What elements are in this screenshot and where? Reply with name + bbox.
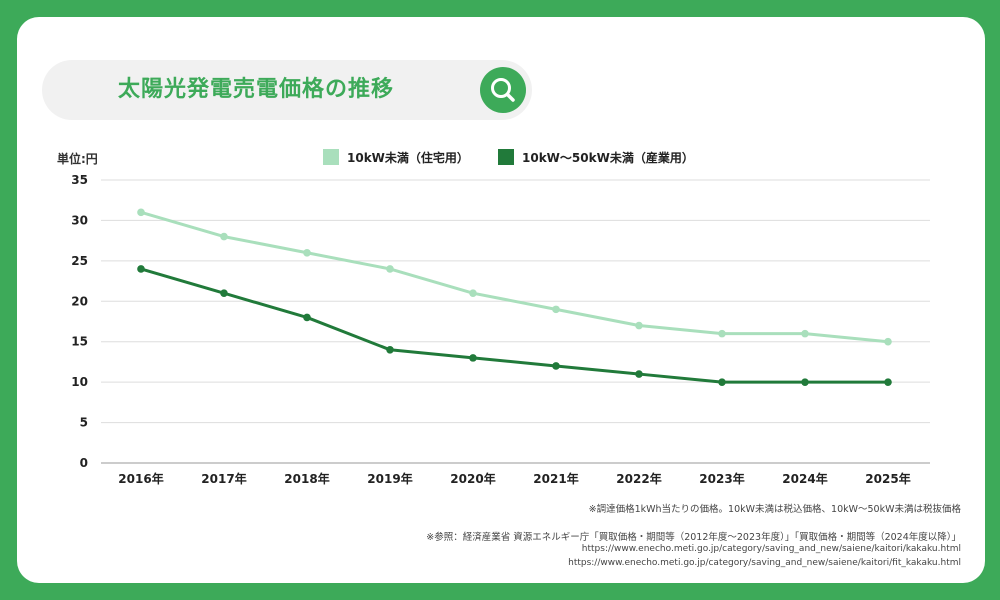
data-point-residential — [552, 305, 560, 314]
legend-item-industrial: 10kW〜50kW未満（産業用） — [498, 147, 694, 167]
chart-card: 太陽光発電売電価格の推移 単位:円 10kW未満（住宅用） 10kW〜50kW未… — [17, 17, 985, 583]
source-note: ※参照：経済産業省 資源エネルギー庁「買取価格・期間等（2012年度〜2023年… — [426, 532, 961, 543]
x-tick-label: 2017年 — [201, 471, 246, 486]
x-tick-label: 2020年 — [450, 471, 495, 486]
data-point-residential — [386, 265, 394, 273]
y-tick-label: 30 — [71, 213, 88, 227]
x-tick-label: 2024年 — [782, 471, 827, 486]
data-point-industrial — [635, 370, 643, 378]
legend-label-industrial: 10kW〜50kW未満（産業用） — [522, 150, 694, 165]
y-tick-label: 10 — [71, 375, 88, 389]
data-point-industrial — [386, 346, 394, 354]
data-point-industrial — [884, 378, 892, 386]
search-button[interactable] — [480, 67, 526, 113]
title-bar: 太陽光発電売電価格の推移 — [42, 60, 532, 120]
legend-swatch-residential — [323, 149, 339, 165]
y-axis-unit-label: 単位:円 — [57, 152, 98, 166]
data-point-residential — [801, 329, 809, 338]
data-point-residential — [303, 248, 311, 257]
legend-label-residential: 10kW未満（住宅用） — [347, 150, 469, 165]
series-line-industrial — [140, 267, 888, 384]
data-point-industrial — [718, 378, 726, 386]
x-tick-label: 2018年 — [284, 471, 329, 486]
data-point-industrial — [801, 378, 809, 386]
y-tick-label: 25 — [71, 254, 88, 268]
x-tick-label: 2016年 — [118, 471, 163, 486]
data-point-residential — [718, 329, 726, 338]
line-chart: 0 5 10 15 20 25 30 35 2016年 2017年 2018年 2019年 2020年 2… — [71, 173, 930, 486]
x-tick-label: 2025年 — [865, 471, 910, 486]
tax-note: ※調達価格1kWh当たりの価格。10kW未満は税込価格、10kW〜50kW未満は… — [588, 504, 961, 515]
legend-swatch-industrial — [498, 149, 514, 165]
data-point-industrial — [220, 289, 228, 298]
data-point-residential — [137, 208, 145, 217]
x-tick-label: 2023年 — [699, 471, 744, 486]
y-tick-label: 15 — [71, 335, 88, 349]
data-point-residential — [469, 289, 477, 298]
data-point-residential — [635, 321, 643, 330]
x-tick-label: 2022年 — [616, 471, 661, 486]
data-point-residential — [220, 232, 228, 241]
source-url-2: https://www.enecho.meti.go.jp/category/s… — [568, 558, 961, 568]
y-tick-label: 20 — [71, 294, 88, 308]
data-point-industrial — [303, 313, 311, 322]
legend-item-residential: 10kW未満（住宅用） — [323, 147, 469, 167]
data-point-industrial — [552, 362, 560, 370]
chart-legend: 10kW未満（住宅用） 10kW〜50kW未満（産業用） — [17, 147, 985, 167]
y-tick-label: 35 — [71, 173, 88, 187]
data-point-industrial — [137, 265, 145, 273]
y-tick-label: 0 — [80, 456, 88, 470]
y-tick-label: 5 — [80, 416, 88, 430]
source-url-1: https://www.enecho.meti.go.jp/category/s… — [581, 544, 961, 554]
search-icon — [491, 78, 515, 102]
x-tick-label: 2021年 — [533, 471, 578, 486]
series-line-residential — [140, 210, 889, 344]
data-point-residential — [884, 337, 892, 346]
page-title: 太陽光発電売電価格の推移 — [118, 77, 395, 102]
x-tick-label: 2019年 — [367, 471, 412, 486]
data-point-industrial — [469, 354, 477, 362]
